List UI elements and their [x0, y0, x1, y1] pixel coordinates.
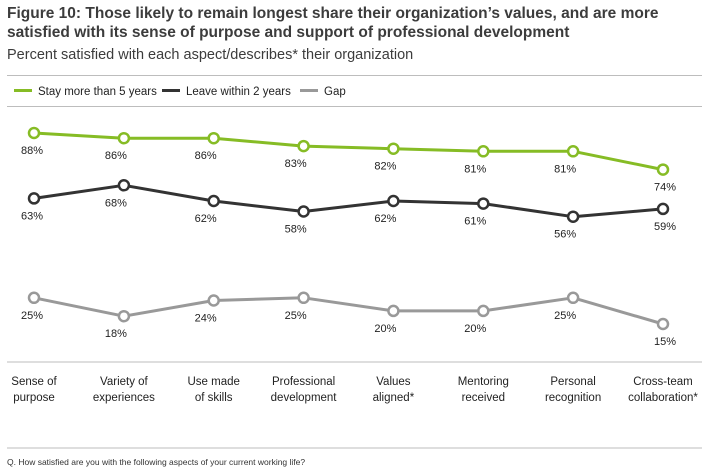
data-point-stay — [27, 126, 41, 140]
x-tick-label: Cross-team collaboration* — [628, 376, 698, 404]
data-label-leave: 68% — [105, 197, 127, 209]
data-label-gap: 15% — [654, 336, 676, 348]
data-point-leave — [297, 205, 310, 218]
data-label-stay: 88% — [21, 145, 43, 157]
data-label-leave: 62% — [374, 213, 396, 225]
data-point-leave — [207, 194, 220, 208]
data-point-gap — [387, 304, 400, 318]
data-point-stay — [566, 145, 580, 158]
data-label-leave: 63% — [21, 210, 43, 222]
data-label-gap: 25% — [21, 310, 43, 322]
data-point-stay — [207, 131, 220, 145]
data-point-gap — [566, 291, 580, 305]
data-point-gap — [477, 304, 490, 318]
data-point-stay — [387, 142, 400, 155]
data-point-leave — [566, 210, 580, 223]
legend-swatch-leave — [162, 89, 180, 93]
data-label-stay: 83% — [285, 158, 307, 170]
data-label-leave: 62% — [195, 213, 217, 225]
data-point-gap — [27, 291, 41, 305]
data-point-gap — [297, 291, 310, 305]
data-point-gap — [207, 294, 220, 307]
series-line-leave — [33, 183, 664, 219]
data-label-gap: 18% — [105, 328, 127, 340]
data-point-stay — [297, 139, 310, 153]
data-label-leave: 59% — [654, 221, 676, 233]
data-point-stay — [477, 145, 490, 158]
x-tick-label: Personal recognition — [545, 376, 601, 404]
data-label-gap: 20% — [464, 323, 486, 335]
data-label-stay: 74% — [654, 182, 676, 194]
data-label-stay: 86% — [105, 150, 127, 162]
legend-item-leave: Leave within 2 years — [162, 86, 291, 98]
data-point-gap — [656, 317, 670, 331]
data-label-stay: 81% — [464, 163, 486, 175]
data-label-gap: 20% — [374, 323, 396, 335]
data-label-gap: 24% — [195, 313, 217, 325]
legend-label-leave: Leave within 2 years — [186, 86, 291, 98]
data-point-leave — [387, 194, 400, 208]
data-point-gap — [117, 309, 131, 323]
data-label-stay: 86% — [195, 150, 217, 162]
legend-label-gap: Gap — [324, 86, 346, 98]
series-line-stay — [33, 131, 664, 172]
data-label-gap: 25% — [285, 310, 307, 322]
x-tick-label: Variety of experiences — [93, 376, 155, 404]
x-tick-label: Use made of skills — [187, 376, 239, 404]
data-label-stay: 81% — [554, 163, 576, 175]
legend-item-stay: Stay more than 5 years — [14, 86, 157, 98]
x-tick-label: Mentoring received — [458, 376, 509, 404]
footnote: Q. How satisfied are you with the follow… — [7, 457, 306, 467]
x-tick-label: Professional development — [271, 376, 338, 404]
legend-item-gap: Gap — [300, 86, 346, 98]
data-point-leave — [117, 179, 131, 192]
data-point-leave — [477, 197, 490, 210]
data-point-stay — [656, 163, 670, 176]
x-tick-label: Values aligned* — [373, 376, 415, 404]
data-point-leave — [27, 192, 41, 205]
x-tick-label: Sense of purpose — [11, 376, 57, 404]
series-line-gap — [33, 296, 664, 326]
legend-label-stay: Stay more than 5 years — [38, 86, 157, 98]
chart-title: Figure 10: Those likely to remain longes… — [7, 5, 659, 41]
data-label-leave: 58% — [285, 224, 307, 236]
data-label-stay: 82% — [374, 161, 396, 173]
legend-swatch-gap — [300, 89, 318, 93]
title-divider — [7, 75, 702, 76]
data-label-gap: 25% — [554, 310, 576, 322]
data-point-stay — [117, 131, 131, 145]
data-label-leave: 61% — [464, 216, 486, 228]
legend-swatch-stay — [14, 89, 32, 93]
data-point-leave — [656, 202, 670, 216]
chart-subtitle: Percent satisfied with each aspect/descr… — [7, 47, 414, 63]
legend-divider — [7, 106, 702, 107]
data-label-leave: 56% — [554, 229, 576, 241]
